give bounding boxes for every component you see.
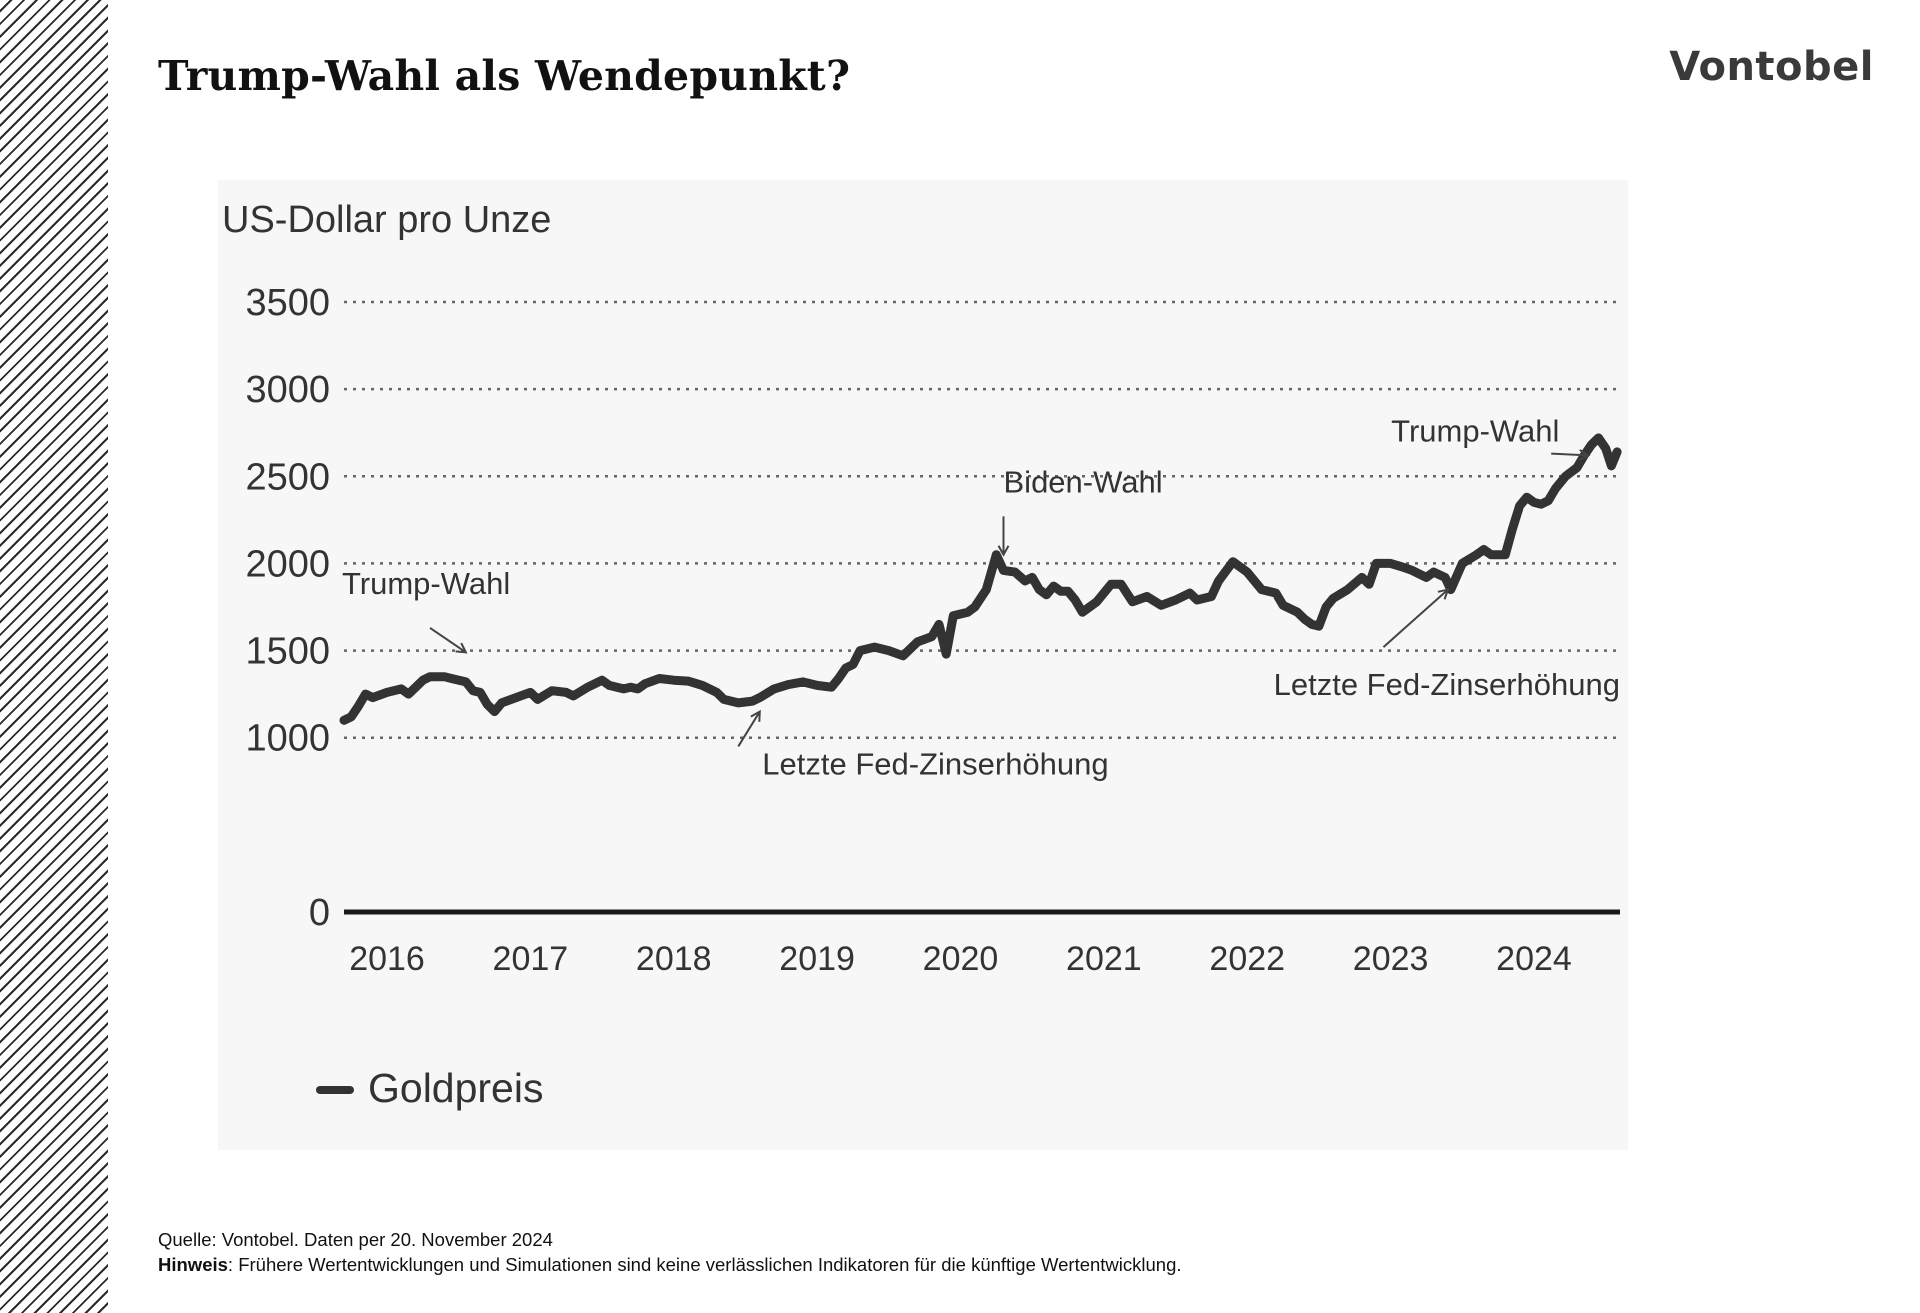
- annotation-label-3: Biden-Wahl: [1004, 464, 1163, 499]
- axis-layer: US-Dollar pro Unze 0 1000 1500 2000 2500 3000 3…: [222, 199, 1572, 978]
- annotation-label-1: Trump-Wahl: [342, 566, 510, 601]
- y-tick-label-2000: 2000: [245, 543, 330, 585]
- x-tick-label-2022: 2022: [1209, 940, 1285, 978]
- series-line-goldpreis: [339, 433, 1622, 725]
- legend-label-goldpreis: Goldpreis: [368, 1065, 543, 1111]
- y-tick-label-2500: 2500: [245, 456, 330, 498]
- y-tick-label-3500: 3500: [245, 282, 330, 324]
- source-text: Quelle: Vontobel. Daten per 20. November…: [158, 1229, 553, 1250]
- x-tick-label-2023: 2023: [1353, 940, 1429, 978]
- page-title: Trump-Wahl als Wendepunkt?: [158, 52, 851, 100]
- y-tick-label-1000: 1000: [245, 718, 330, 760]
- brand-logo: Vontobel: [1669, 44, 1874, 90]
- legend: Goldpreis: [316, 1065, 543, 1111]
- x-tick-label-2024: 2024: [1496, 940, 1572, 978]
- annotation-arrow-2: [737, 712, 760, 747]
- note-text: : Frühere Wertentwicklungen und Simulati…: [227, 1254, 1182, 1275]
- x-tick-label-2018: 2018: [636, 940, 712, 978]
- y-tick-label-1500: 1500: [245, 631, 330, 673]
- annotation-label-5: Trump-Wahl: [1391, 414, 1559, 449]
- x-tick-label-2021: 2021: [1066, 940, 1142, 978]
- x-tick-label-2019: 2019: [779, 940, 855, 978]
- annotation-arrow-5: [1551, 454, 1588, 456]
- y-tick-label-0: 0: [309, 892, 330, 934]
- y-axis-label: US-Dollar pro Unze: [222, 199, 551, 241]
- annotation-arrow-4: [1382, 590, 1448, 648]
- chart-panel: US-Dollar pro Unze 0 1000 1500 2000 2500 3000 3…: [218, 180, 1628, 1150]
- annotation-label-2: Letzte Fed-Zinserhöhung: [762, 746, 1108, 781]
- annotation-label-4: Letzte Fed-Zinserhöhung: [1274, 667, 1620, 702]
- grid-layer: [344, 300, 1620, 915]
- x-tick-label-2020: 2020: [923, 940, 999, 978]
- disclaimer: Hinweis: Frühere Wertentwicklungen und S…: [158, 1252, 1182, 1277]
- y-tick-label-3000: 3000: [245, 369, 330, 411]
- hatched-side-bar: [0, 0, 108, 1313]
- annotation-arrow-1: [429, 627, 466, 652]
- note-label: Hinweis: [158, 1254, 228, 1275]
- footer: Quelle: Vontobel. Daten per 20. November…: [158, 1227, 1182, 1277]
- gold-price-chart: US-Dollar pro Unze 0 1000 1500 2000 2500 3000 3…: [222, 199, 1622, 1111]
- x-tick-label-2016: 2016: [349, 940, 425, 978]
- annotation-layer: Trump-Wahl Letzte Fed-Zinserhöhung Biden-W…: [342, 414, 1620, 782]
- x-tick-label-2017: 2017: [493, 940, 569, 978]
